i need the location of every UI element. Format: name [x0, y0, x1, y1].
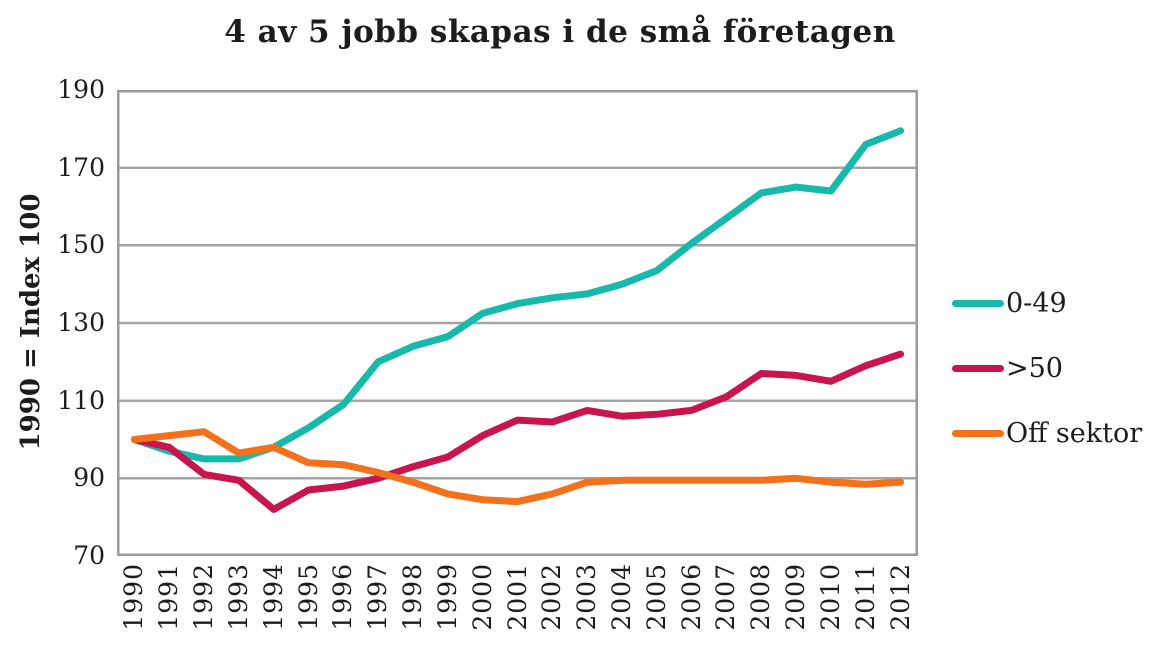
- x-tick-label: 1991: [154, 563, 184, 631]
- x-tick-label: 2003: [572, 563, 602, 631]
- x-tick-label: 1996: [328, 563, 358, 631]
- y-tick-label: 190: [57, 75, 105, 104]
- plot-area: [117, 90, 918, 556]
- x-tick-label: 1992: [189, 563, 219, 631]
- y-tick-label: 130: [57, 308, 105, 337]
- x-tick-label: 2001: [502, 563, 532, 631]
- plot-border: [117, 90, 918, 556]
- x-tick-label: 2007: [711, 563, 741, 631]
- x-tick-label: 2006: [676, 563, 706, 631]
- series-line-0-49: [130, 127, 905, 463]
- legend-item: Off sektor: [952, 401, 1158, 466]
- y-tick-label: 170: [57, 152, 105, 182]
- x-tick-label: 1998: [398, 563, 428, 631]
- legend-item: >50: [952, 336, 1158, 401]
- series-line-Off-sektor: [130, 428, 905, 506]
- x-tick-label: 1993: [223, 563, 253, 631]
- x-tick-label: 2010: [815, 563, 845, 631]
- x-tick-label: 1994: [258, 563, 288, 631]
- legend-item-label: >50: [1006, 353, 1063, 384]
- legend-swatch-line: [952, 430, 1004, 437]
- series-line--50: [130, 350, 905, 513]
- legend-item-label: 0-49: [1006, 288, 1067, 319]
- x-tick-label: 1990: [119, 563, 149, 631]
- legend-item-label: Off sektor: [1006, 418, 1143, 449]
- x-tick-label: 2009: [781, 563, 811, 631]
- legend-swatch-line: [952, 365, 1004, 372]
- legend: 0-49 >50 Off sektor: [952, 271, 1158, 466]
- x-tick-label: 2000: [467, 563, 497, 631]
- y-tick-label: 90: [73, 463, 105, 493]
- x-tick-label: 2004: [606, 563, 636, 631]
- x-tick-label: 2002: [537, 563, 567, 631]
- y-tick-label: 110: [57, 385, 105, 415]
- x-tick-label: 2008: [746, 563, 776, 631]
- x-tick-label: 1995: [293, 563, 323, 631]
- y-tick-label: 150: [57, 230, 105, 260]
- legend-swatch-line: [952, 300, 1004, 307]
- legend-item: 0-49: [952, 271, 1158, 336]
- x-tick-label: 1999: [432, 563, 462, 631]
- x-tick-label: 1997: [363, 563, 393, 631]
- y-tick-label: 70: [73, 541, 105, 570]
- x-tick-label: 2005: [641, 563, 671, 631]
- chart-title: 4 av 5 jobb skapas i de små företagen: [224, 14, 896, 50]
- x-tick-label: 2011: [850, 563, 880, 631]
- x-tick-label: 2012: [885, 563, 915, 631]
